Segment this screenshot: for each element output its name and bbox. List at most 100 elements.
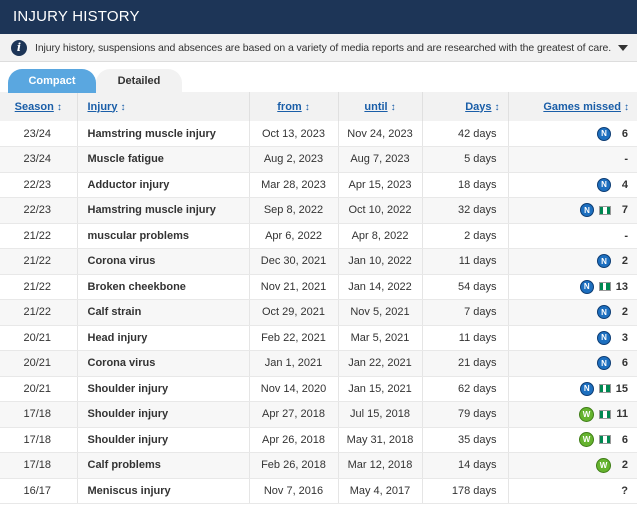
nigeria-flag-icon[interactable] <box>598 282 611 292</box>
sort-icon: ↕ <box>390 101 396 113</box>
injury-cell: Calf problems <box>77 452 250 479</box>
days-cell: 11 days <box>422 325 509 351</box>
nigeria-flag-icon[interactable] <box>598 384 611 394</box>
games-missed-count: 11 <box>616 408 628 421</box>
season-cell: 20/21 <box>0 325 78 351</box>
view-tabs: Compact Detailed <box>0 62 637 93</box>
column-header-until[interactable]: until ↕ <box>338 92 423 121</box>
season-cell: 16/17 <box>0 478 78 504</box>
table-row: 20/21 Head injury Feb 22, 2021 Mar 5, 2021 1… <box>0 325 637 351</box>
from-date-cell: Nov 7, 2016 <box>249 478 339 504</box>
season-cell: 21/22 <box>0 274 78 300</box>
days-cell: 35 days <box>422 427 509 453</box>
napoli-icon[interactable]: N <box>597 254 611 269</box>
injury-cell: Broken cheekbone <box>77 274 250 300</box>
season-cell: 21/22 <box>0 248 78 275</box>
column-header-season[interactable]: Season ↕ <box>0 92 78 121</box>
table-row: 16/17 Meniscus injury Nov 7, 2016 May 4, 20… <box>0 478 637 504</box>
sort-icon: ↕ <box>494 101 500 113</box>
wolfsburg-icon[interactable]: W <box>579 406 594 422</box>
table-row: 21/22 Calf strain Oct 29, 2021 Nov 5, 2021 7… <box>0 299 637 326</box>
until-date-cell: Jul 15, 2018 <box>338 401 423 428</box>
napoli-icon[interactable]: N <box>597 356 611 371</box>
until-date-cell: May 31, 2018 <box>338 427 423 453</box>
from-date-cell: Mar 28, 2023 <box>249 172 339 198</box>
injury-cell: muscular problems <box>77 223 250 249</box>
napoli-icon[interactable]: N <box>597 126 611 141</box>
injury-cell: Hamstring muscle injury <box>77 121 250 147</box>
nigeria-flag-icon[interactable] <box>599 409 611 419</box>
games-missed-count: - <box>624 153 628 166</box>
from-date-cell: Apr 6, 2022 <box>249 223 339 249</box>
games-missed-count: 15 <box>615 382 628 395</box>
table-row: 22/23 Adductor injury Mar 28, 2023 Apr 15, … <box>0 172 637 198</box>
season-cell: 23/24 <box>0 146 78 173</box>
from-date-cell: Sep 8, 2022 <box>249 197 339 224</box>
napoli-icon[interactable]: N <box>579 381 594 396</box>
table-row: 17/18 Shoulder injury Apr 26, 2018 May 31, … <box>0 427 637 453</box>
games-missed-count: 7 <box>621 204 628 217</box>
column-header-injury[interactable]: Injury ↕ <box>77 92 250 121</box>
games-missed-count: 13 <box>615 280 628 293</box>
until-date-cell: Jan 14, 2022 <box>338 274 423 300</box>
tab-detailed[interactable]: Detailed <box>96 69 182 93</box>
column-header-days[interactable]: Days ↕ <box>422 92 509 121</box>
until-date-cell: May 4, 2017 <box>338 478 423 504</box>
games-missed-count: 2 <box>621 255 628 268</box>
season-cell: 22/23 <box>0 172 78 198</box>
injury-cell: Corona virus <box>77 248 250 275</box>
from-date-cell: Nov 14, 2020 <box>249 376 339 402</box>
days-cell: 18 days <box>422 172 509 198</box>
season-cell: 21/22 <box>0 299 78 326</box>
nigeria-flag-icon[interactable] <box>599 435 611 445</box>
injury-cell: Shoulder injury <box>77 401 250 428</box>
season-cell: 21/22 <box>0 223 78 249</box>
games-missed-cell: - <box>508 146 637 173</box>
table-row: 20/21 Shoulder injury Nov 14, 2020 Jan 15, … <box>0 376 637 402</box>
nigeria-flag-icon[interactable] <box>599 205 611 215</box>
games-missed-count: 4 <box>621 178 628 191</box>
season-cell: 22/23 <box>0 197 78 224</box>
games-missed-cell: N 13 <box>508 274 637 300</box>
until-date-cell: Apr 8, 2022 <box>338 223 423 249</box>
napoli-icon[interactable]: N <box>597 177 611 192</box>
season-cell: 17/18 <box>0 452 78 479</box>
column-header-from[interactable]: from ↕ <box>249 92 339 121</box>
chevron-down-icon[interactable] <box>618 45 628 51</box>
season-cell: 17/18 <box>0 401 78 428</box>
sort-icon: ↕ <box>120 101 126 113</box>
days-cell: 62 days <box>422 376 509 402</box>
until-date-cell: Jan 22, 2021 <box>338 350 423 377</box>
injury-cell: Shoulder injury <box>77 427 250 453</box>
notice-text: Injury history, suspensions and absences… <box>35 41 613 54</box>
table-row: 21/22 Broken cheekbone Nov 21, 2021 Jan 14,… <box>0 274 637 300</box>
season-cell: 20/21 <box>0 350 78 377</box>
games-missed-cell: N 15 <box>508 376 637 402</box>
games-missed-cell: ? <box>508 478 637 504</box>
until-date-cell: Nov 24, 2023 <box>338 121 423 147</box>
column-header-games-missed[interactable]: Games missed ↕ <box>543 100 629 113</box>
days-cell: 14 days <box>422 452 509 479</box>
from-date-cell: Apr 27, 2018 <box>249 401 339 428</box>
table-row: 17/18 Calf problems Feb 26, 2018 Mar 12, 20… <box>0 452 637 479</box>
napoli-icon[interactable]: N <box>597 305 611 320</box>
napoli-icon[interactable]: N <box>580 203 594 218</box>
from-date-cell: Feb 22, 2021 <box>249 325 339 351</box>
napoli-icon[interactable]: N <box>597 330 611 345</box>
napoli-icon[interactable]: N <box>579 279 594 294</box>
wolfsburg-icon[interactable]: W <box>596 457 611 473</box>
tab-compact[interactable]: Compact <box>8 69 96 93</box>
table-row: 23/24 Muscle fatigue Aug 2, 2023 Aug 7, 202… <box>0 146 637 173</box>
days-cell: 79 days <box>422 401 509 428</box>
info-notice[interactable]: i Injury history, suspensions and absenc… <box>0 34 637 62</box>
until-date-cell: Jan 10, 2022 <box>338 248 423 275</box>
from-date-cell: Feb 26, 2018 <box>249 452 339 479</box>
games-missed-cell: - <box>508 223 637 249</box>
table-row: 20/21 Corona virus Jan 1, 2021 Jan 22, 2021… <box>0 350 637 377</box>
wolfsburg-icon[interactable]: W <box>579 432 594 448</box>
days-cell: 178 days <box>422 478 509 504</box>
until-date-cell: Mar 5, 2021 <box>338 325 423 351</box>
